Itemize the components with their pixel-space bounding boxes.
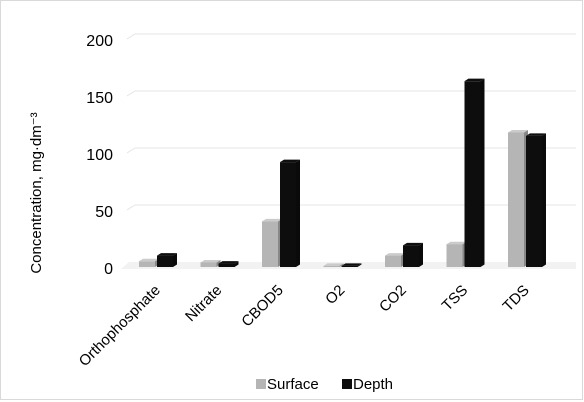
legend-swatch-surface bbox=[256, 379, 266, 389]
bar-surface-co2 bbox=[385, 253, 405, 267]
x-category-label: Nitrate bbox=[182, 282, 225, 325]
gridline bbox=[126, 33, 576, 40]
y-axis-ticks: 0 50 100 150 200 bbox=[86, 33, 113, 278]
legend-label-surface: Surface bbox=[267, 376, 319, 393]
bar-depth-cbod5 bbox=[280, 159, 300, 267]
gridline bbox=[126, 147, 576, 154]
bar-surface-cbod5 bbox=[262, 218, 282, 267]
bar-depth-tds bbox=[526, 133, 546, 267]
bar-surface-tds bbox=[508, 129, 528, 267]
y-tick-label: 0 bbox=[104, 261, 113, 278]
bar-depth-co2 bbox=[403, 242, 423, 267]
x-category-label: CO2 bbox=[376, 282, 410, 316]
bar-depth-o2 bbox=[341, 263, 362, 267]
x-category-label: CBOD5 bbox=[238, 282, 287, 331]
gridline bbox=[126, 90, 576, 97]
bar-depth-tss bbox=[464, 78, 485, 268]
x-category-label: TDS bbox=[500, 282, 533, 315]
bar-surface-tss bbox=[446, 241, 467, 267]
bar-depth-nitrate bbox=[218, 261, 239, 267]
y-tick-label: 100 bbox=[86, 147, 113, 164]
y-tick-label: 150 bbox=[86, 90, 113, 107]
bar-surface-o2 bbox=[323, 263, 344, 267]
x-category-label: TSS bbox=[439, 282, 472, 315]
y-tick-label: 200 bbox=[86, 33, 113, 50]
y-tick-label: 50 bbox=[95, 204, 113, 221]
gridlines bbox=[126, 33, 576, 211]
bars bbox=[139, 78, 546, 268]
x-axis-categories: Orthophosphate Nitrate CBOD5 O2 CO2 TSS TDS bbox=[76, 282, 533, 370]
y-axis-label: Concentration, mg·dm⁻³ bbox=[28, 112, 45, 273]
legend-swatch-depth bbox=[342, 379, 352, 389]
legend-label-depth: Depth bbox=[353, 376, 393, 393]
x-category-label: Orthophosphate bbox=[76, 282, 164, 370]
legend: Surface Depth bbox=[256, 376, 393, 393]
bar-depth-orthophosphate bbox=[157, 253, 177, 267]
bar-surface-nitrate bbox=[200, 259, 221, 267]
x-category-label: O2 bbox=[322, 282, 348, 308]
gridline bbox=[126, 204, 576, 211]
bar-surface-orthophosphate bbox=[139, 258, 159, 267]
